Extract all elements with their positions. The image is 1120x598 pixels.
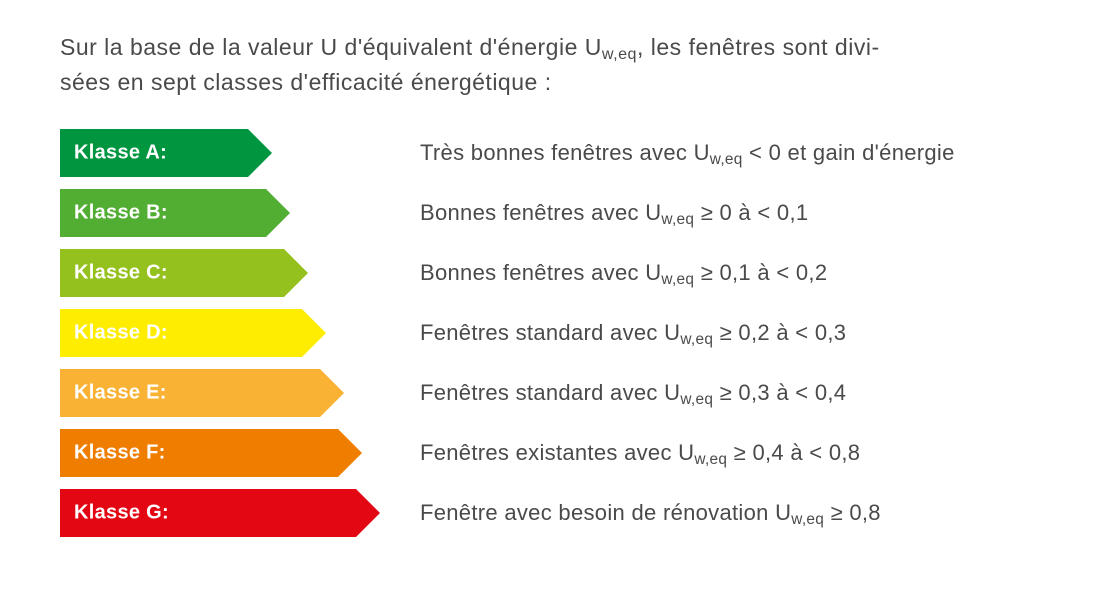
desc-uweq-sub: w,eq <box>694 451 727 468</box>
class-description: Fenêtres standard avec Uw,eq ≥ 0,3 à < 0… <box>420 380 846 406</box>
class-description: Fenêtres standard avec Uw,eq ≥ 0,2 à < 0… <box>420 320 846 346</box>
intro-text: Sur la base de la valeur U d'équivalent … <box>60 30 1060 99</box>
desc-uweq-sub: w,eq <box>710 151 743 168</box>
energy-class-chart: Klasse A:Très bonnes fenêtres avec Uw,eq… <box>60 129 1060 537</box>
desc-post: ≥ 0,8 <box>824 500 881 525</box>
class-arrow: Klasse D: <box>60 309 326 357</box>
class-label: Klasse A: <box>74 142 167 165</box>
desc-pre: Bonnes fenêtres avec U <box>420 260 661 285</box>
desc-uweq-sub: w,eq <box>791 511 824 528</box>
class-label: Klasse B: <box>74 202 168 225</box>
desc-uweq-sub: w,eq <box>661 271 694 288</box>
intro-line2: sées en sept classes d'efficacité énergé… <box>60 69 552 95</box>
desc-pre: Fenêtre avec besoin de rénovation U <box>420 500 791 525</box>
class-label: Klasse F: <box>74 442 166 465</box>
desc-pre: Fenêtres standard avec U <box>420 380 680 405</box>
desc-pre: Bonnes fenêtres avec U <box>420 200 661 225</box>
class-arrow: Klasse G: <box>60 489 380 537</box>
class-arrow: Klasse C: <box>60 249 308 297</box>
desc-post: ≥ 0,2 à < 0,3 <box>713 320 846 345</box>
desc-post: ≥ 0,3 à < 0,4 <box>713 380 846 405</box>
class-row: Klasse A: Très bonnes fenêtres avec Uw,eq… <box>60 129 1060 177</box>
class-label: Klasse E: <box>74 382 167 405</box>
class-arrow: Klasse F: <box>60 429 362 477</box>
intro-line1-pre: Sur la base de la valeur U d'équivalent … <box>60 34 602 60</box>
class-description: Bonnes fenêtres avec Uw,eq ≥ 0 à < 0,1 <box>420 200 808 226</box>
class-row: Klasse F: Fenêtres existantes avec Uw,eq … <box>60 429 1060 477</box>
desc-uweq-sub: w,eq <box>661 211 694 228</box>
class-label: Klasse C: <box>74 262 168 285</box>
desc-pre: Fenêtres standard avec U <box>420 320 680 345</box>
class-description: Bonnes fenêtres avec Uw,eq ≥ 0,1 à < 0,2 <box>420 260 827 286</box>
intro-uweq-sub: w,eq <box>602 45 637 63</box>
desc-pre: Fenêtres existantes avec U <box>420 440 694 465</box>
desc-post: ≥ 0,1 à < 0,2 <box>694 260 827 285</box>
class-description: Fenêtre avec besoin de rénovation Uw,eq … <box>420 500 881 526</box>
class-arrow: Klasse A: <box>60 129 272 177</box>
class-arrow: Klasse B: <box>60 189 290 237</box>
desc-post: < 0 et gain d'énergie <box>743 140 955 165</box>
class-description: Très bonnes fenêtres avec Uw,eq < 0 et g… <box>420 140 955 166</box>
class-description: Fenêtres existantes avec Uw,eq ≥ 0,4 à <… <box>420 440 860 466</box>
class-label: Klasse D: <box>74 322 168 345</box>
class-row: Klasse G: Fenêtre avec besoin de rénovati… <box>60 489 1060 537</box>
class-label: Klasse G: <box>74 502 169 525</box>
desc-post: ≥ 0 à < 0,1 <box>694 200 808 225</box>
desc-uweq-sub: w,eq <box>680 331 713 348</box>
desc-pre: Très bonnes fenêtres avec U <box>420 140 710 165</box>
class-row: Klasse C: Bonnes fenêtres avec Uw,eq ≥ 0,… <box>60 249 1060 297</box>
desc-uweq-sub: w,eq <box>680 391 713 408</box>
class-row: Klasse D: Fenêtres standard avec Uw,eq ≥ … <box>60 309 1060 357</box>
intro-line1-end: , les fenêtres sont divi- <box>637 34 880 60</box>
class-arrow: Klasse E: <box>60 369 344 417</box>
class-row: Klasse E: Fenêtres standard avec Uw,eq ≥ … <box>60 369 1060 417</box>
desc-post: ≥ 0,4 à < 0,8 <box>727 440 860 465</box>
class-row: Klasse B: Bonnes fenêtres avec Uw,eq ≥ 0 … <box>60 189 1060 237</box>
